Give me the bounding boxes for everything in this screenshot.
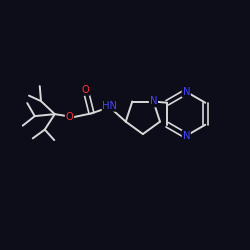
- Text: N: N: [182, 131, 190, 141]
- Text: N: N: [182, 87, 190, 97]
- Text: HN: HN: [102, 101, 118, 111]
- Text: O: O: [66, 112, 73, 122]
- Text: O: O: [82, 85, 90, 95]
- Text: N: N: [150, 96, 157, 106]
